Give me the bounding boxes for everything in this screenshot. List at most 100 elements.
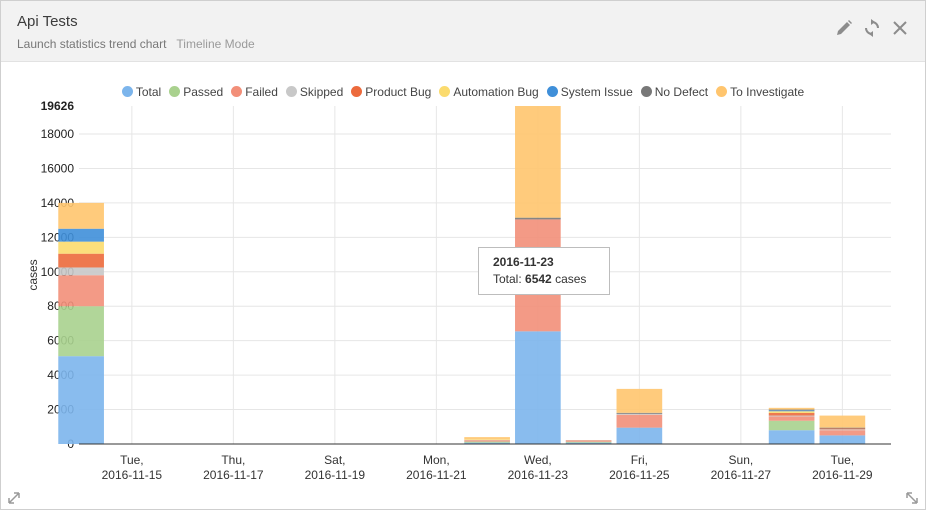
x-tick-day: Sat, — [324, 453, 345, 467]
x-tick-day: Tue, — [120, 453, 144, 467]
x-tick-date: 2016-11-23 — [508, 468, 569, 482]
bar-segment — [768, 413, 815, 416]
legend-item[interactable]: Passed — [169, 85, 223, 99]
widget-controls — [835, 19, 909, 37]
y-tick-label: 16000 — [41, 161, 75, 175]
legend-marker — [439, 86, 451, 97]
x-tick-date: 2016-11-15 — [102, 468, 163, 482]
bar-segment — [464, 440, 510, 442]
bar-segment — [768, 416, 815, 421]
legend-label: System Issue — [560, 85, 633, 99]
bar-segment — [565, 442, 612, 444]
legend-item[interactable]: Automation Bug — [439, 85, 539, 99]
x-tick-day: Fri, — [631, 453, 648, 467]
tooltip-total-value: 6542 — [525, 272, 552, 286]
resize-right-icon[interactable] — [905, 491, 919, 505]
resize-left-icon[interactable] — [7, 491, 21, 505]
x-tick-date: 2016-11-25 — [609, 468, 670, 482]
pencil-icon[interactable] — [835, 19, 853, 37]
bar-segment — [58, 356, 104, 444]
bar-segment — [58, 267, 104, 276]
bar-segment — [464, 439, 510, 440]
timeline-mode-label: Timeline Mode — [176, 37, 255, 51]
x-tick-day: Wed, — [524, 453, 552, 467]
legend-item[interactable]: Skipped — [285, 85, 344, 99]
bar-segment — [768, 415, 815, 417]
bar-segment — [768, 407, 815, 410]
legend-label: Skipped — [299, 85, 344, 99]
bar-segment — [515, 106, 561, 218]
legend-marker — [169, 86, 181, 97]
x-tick-date: 2016-11-19 — [305, 468, 366, 482]
legend-item[interactable]: System Issue — [546, 85, 633, 99]
tooltip-date: 2016-11-23 — [493, 255, 554, 269]
widget-description: Launch statistics trend chart — [17, 37, 167, 51]
legend-marker — [121, 86, 133, 97]
x-tick-day: Mon, — [423, 453, 450, 467]
x-tick-date: 2016-11-27 — [711, 468, 772, 482]
legend-label: To Investigate — [730, 85, 805, 99]
bar-segment — [616, 412, 663, 414]
bar-segment — [565, 441, 612, 443]
widget-title: Api Tests — [17, 13, 78, 30]
legend-item[interactable]: Product Bug — [351, 85, 431, 99]
x-tick-date: 2016-11-21 — [406, 468, 467, 482]
bar-segment — [819, 427, 866, 429]
bar-segment — [58, 275, 104, 307]
bar-segment — [819, 415, 866, 428]
bar-segment — [464, 437, 510, 440]
bar-segment — [58, 306, 104, 357]
widget-subtitle: Launch statistics trend chart Timeline Mo… — [17, 37, 255, 51]
bar-segment — [464, 442, 510, 444]
bar-segment — [819, 435, 866, 444]
y-tick-label: 18000 — [41, 127, 75, 141]
bar-segment — [819, 429, 866, 431]
legend-label: Passed — [183, 85, 224, 99]
x-tick-day: Tue, — [831, 453, 855, 467]
bar-segment — [768, 430, 815, 444]
bar-segment — [58, 202, 104, 229]
bar-segment — [819, 428, 866, 430]
chart-tooltip: 2016-11-23 Total: 6542 cases — [478, 247, 610, 295]
chart-legend: Total Passed Failed Skipped Product Bug Autom… — [1, 83, 925, 101]
y-max-label: 19626 — [41, 99, 75, 113]
legend-marker — [231, 86, 243, 97]
legend-label: Total — [135, 85, 162, 99]
legend-item[interactable]: To Investigate — [716, 85, 804, 99]
legend-label: Product Bug — [365, 85, 432, 99]
close-icon[interactable] — [891, 19, 909, 37]
bar-segment — [768, 409, 815, 411]
legend-item[interactable]: Total — [121, 85, 162, 99]
x-tick-date: 2016-11-29 — [812, 468, 873, 482]
bar-segment — [58, 228, 104, 242]
bar-segment — [58, 253, 104, 268]
x-tick-day: Sun, — [729, 453, 754, 467]
y-axis-label: cases — [26, 259, 40, 290]
bar-segment — [616, 388, 663, 413]
legend-label: No Defect — [654, 85, 709, 99]
refresh-icon[interactable] — [863, 19, 881, 37]
bar-segment — [616, 427, 663, 444]
legend-marker — [716, 86, 728, 97]
legend-marker — [285, 86, 297, 97]
x-tick-day: Thu, — [221, 453, 245, 467]
legend-item[interactable]: Failed — [231, 85, 278, 99]
legend-marker — [640, 86, 652, 97]
bar-segment — [515, 331, 561, 444]
bar-segment — [616, 414, 663, 428]
bar-segment — [565, 440, 612, 442]
bar-segment — [768, 420, 815, 431]
bar-segment — [819, 430, 866, 436]
bar-segment — [58, 241, 104, 254]
bar-segment — [768, 410, 815, 412]
legend-item[interactable]: No Defect — [640, 85, 709, 99]
x-tick-date: 2016-11-17 — [203, 468, 264, 482]
widget-header: Api Tests Launch statistics trend chart T… — [1, 1, 925, 62]
bar-segment — [515, 217, 561, 220]
tooltip-total-label: Total: — [493, 272, 522, 286]
legend-label: Automation Bug — [453, 85, 539, 99]
legend-marker — [351, 86, 363, 97]
bar-segment — [768, 411, 815, 414]
